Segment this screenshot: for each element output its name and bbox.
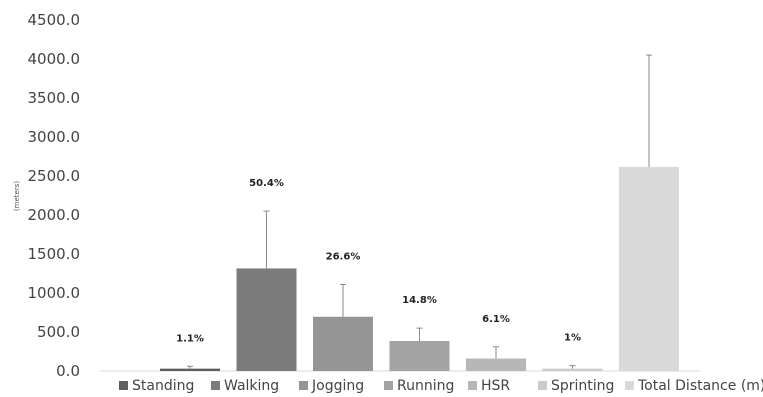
bar	[313, 316, 373, 371]
legend-label: Jogging	[311, 378, 364, 394]
bar	[389, 340, 450, 371]
legend-swatch	[468, 381, 477, 390]
y-tick-label: 2500.0	[28, 167, 81, 185]
data-label: 14.8%	[402, 295, 437, 306]
bar	[619, 167, 679, 371]
legend-label: Sprinting	[551, 378, 614, 394]
data-label: 50.4%	[249, 178, 284, 189]
y-tick-label: 3500.0	[28, 89, 81, 107]
bar	[160, 368, 220, 371]
y-tick-label: 500.0	[37, 323, 80, 341]
legend-swatch	[538, 381, 547, 390]
data-label: 1.1%	[176, 333, 204, 344]
legend-swatch	[384, 381, 393, 390]
y-tick-label: 3000.0	[28, 128, 81, 146]
y-tick-label: 1500.0	[28, 245, 81, 263]
legend-label: Running	[397, 378, 454, 394]
legend-label: Total Distance (m)	[637, 378, 763, 394]
y-tick-label: 4000.0	[28, 50, 81, 68]
y-axis-label: (meters)	[13, 181, 21, 211]
legend-label: Standing	[132, 378, 194, 394]
legend-label: HSR	[481, 378, 510, 394]
y-tick-label: 0.0	[56, 362, 80, 380]
legend-label: Walking	[224, 378, 279, 394]
bar	[542, 368, 603, 371]
legend-swatch	[625, 381, 634, 390]
y-tick-label: 2000.0	[28, 206, 81, 224]
legend-swatch	[119, 381, 128, 390]
y-tick-label: 1000.0	[28, 284, 81, 302]
y-tick-label: 4500.0	[28, 11, 81, 29]
data-label: 6.1%	[482, 314, 510, 325]
legend-swatch	[299, 381, 308, 390]
data-label: 26.6%	[326, 251, 361, 262]
bar	[236, 268, 297, 371]
data-label: 1%	[564, 333, 581, 344]
bar	[466, 358, 526, 371]
legend-swatch	[211, 381, 220, 390]
